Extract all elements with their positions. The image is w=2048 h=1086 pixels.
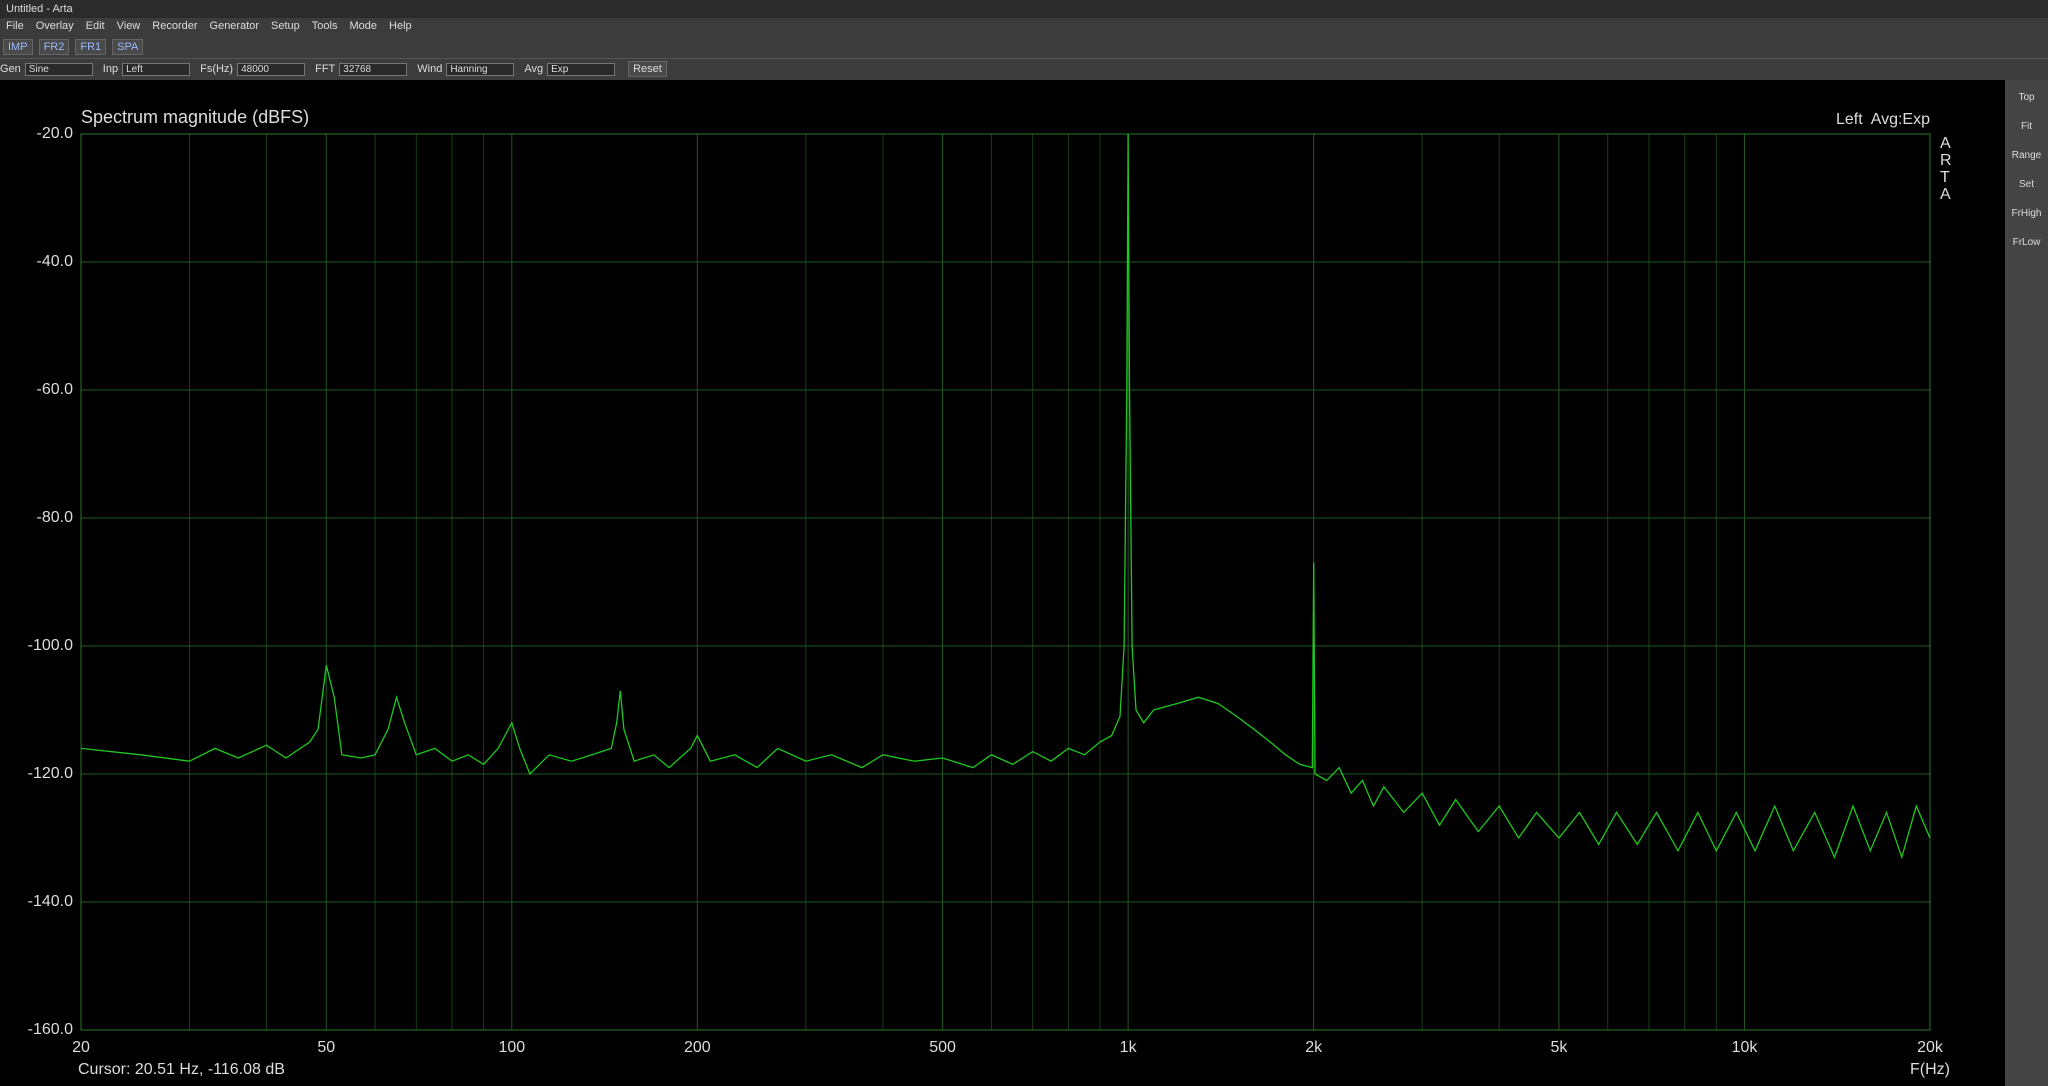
dropdown[interactable]: Hanning xyxy=(446,62,515,76)
control: Wind Hanning xyxy=(417,62,515,76)
dropdown[interactable]: Exp xyxy=(547,62,616,76)
menu-item[interactable]: Edit xyxy=(85,20,105,32)
control: Fs(Hz) 48000 xyxy=(200,62,306,76)
side-button[interactable]: Fit xyxy=(2020,121,2033,132)
chart-title: Spectrum magnitude (dBFS) xyxy=(81,107,309,127)
y-tick-label: -60.0 xyxy=(37,381,74,398)
menu-item[interactable]: Mode xyxy=(349,20,378,32)
toolbar-button[interactable]: FR1 xyxy=(75,39,107,55)
reset-button[interactable]: Reset xyxy=(628,61,667,77)
x-tick-label: 20k xyxy=(1917,1039,1944,1056)
side-panel: Top Fit Range Set FrHigh FrLow xyxy=(2005,80,2048,1086)
title-bar: Untitled - Arta xyxy=(0,0,2048,18)
control-label: Fs(Hz) xyxy=(200,63,234,75)
toolbar-button[interactable]: IMP xyxy=(3,39,33,55)
control-label: Wind xyxy=(417,63,443,75)
menu-bar: File Overlay Edit View Recorder Generator Setu… xyxy=(0,18,2048,34)
y-tick-label: -80.0 xyxy=(37,509,74,526)
side-button[interactable]: FrLow xyxy=(2012,237,2041,248)
status: Left Avg:Exp xyxy=(1836,111,1930,128)
menu-item[interactable]: File xyxy=(6,20,24,32)
control-bar: Gen Sine Inp Left Fs(Hz) 48000 FFT 32768 Wind Han… xyxy=(0,60,2048,78)
control: Avg Exp xyxy=(524,62,616,76)
side-button[interactable]: Range xyxy=(2011,150,2042,161)
control-label: Avg xyxy=(524,63,544,75)
y-tick-label: -160.0 xyxy=(28,1021,73,1038)
chart: Spectrum magnitude (dBFS) Left Avg:Exp ART… xyxy=(0,80,2005,1086)
control: Gen Sine xyxy=(0,62,93,76)
x-tick-label: 500 xyxy=(929,1039,956,1056)
spectrum-line xyxy=(80,133,1931,860)
plot-frame xyxy=(80,133,1931,1031)
window-title: Untitled - Arta xyxy=(6,3,73,15)
x-tick-label: 1k xyxy=(1120,1039,1138,1056)
side-button[interactable]: Top xyxy=(2018,92,2035,103)
x-tick-label: 50 xyxy=(317,1039,335,1056)
control: Inp Left xyxy=(102,62,191,76)
x-tick-label: 100 xyxy=(498,1039,525,1056)
x-tick-label: 200 xyxy=(684,1039,711,1056)
x-tick-label: 10k xyxy=(1732,1039,1759,1056)
x-tick-label: 5k xyxy=(1550,1039,1568,1056)
y-tick-label: -20.0 xyxy=(37,125,74,142)
toolbar-button[interactable]: FR2 xyxy=(38,39,70,55)
side-button[interactable]: Set xyxy=(2018,179,2034,190)
y-tick-label: -140.0 xyxy=(28,893,73,910)
toolbar-button[interactable]: SPA xyxy=(112,39,144,55)
menu-item[interactable]: Help xyxy=(389,20,412,32)
x-tick-label: 20 xyxy=(72,1039,90,1056)
menu-item[interactable]: Overlay xyxy=(35,20,74,32)
toolbar: IMP FR2 FR1 SPA xyxy=(0,36,2048,59)
menu-item[interactable]: Generator xyxy=(209,20,260,32)
menu-item[interactable]: Recorder xyxy=(152,20,198,32)
dropdown[interactable]: 32768 xyxy=(339,62,408,76)
cursor-readout: Cursor: 20.51 Hz, -116.08 dB xyxy=(78,1061,285,1078)
control: FFT 32768 xyxy=(315,62,408,76)
menu-item[interactable]: Tools xyxy=(311,20,338,32)
control-label: FFT xyxy=(315,63,336,75)
x-axis-label: F(Hz) xyxy=(1910,1061,1950,1078)
menu-item[interactable]: Setup xyxy=(271,20,300,32)
logo-letter: A xyxy=(1940,186,1951,203)
dropdown[interactable]: Left xyxy=(122,62,191,76)
side-button[interactable]: FrHigh xyxy=(2011,208,2042,219)
y-tick-label: -100.0 xyxy=(28,637,73,654)
y-tick-label: -120.0 xyxy=(28,765,73,782)
control-label: Inp xyxy=(102,63,119,75)
logo-letter: A xyxy=(1940,135,1951,152)
logo-letter: T xyxy=(1940,169,1950,186)
logo-letter: R xyxy=(1940,152,1952,169)
control-label: Gen xyxy=(0,63,21,75)
y-tick-label: -40.0 xyxy=(37,253,74,270)
menu-item[interactable]: View xyxy=(116,20,141,32)
x-tick-label: 2k xyxy=(1305,1039,1323,1056)
dropdown[interactable]: Sine xyxy=(24,62,93,76)
dropdown[interactable]: 48000 xyxy=(237,62,306,76)
